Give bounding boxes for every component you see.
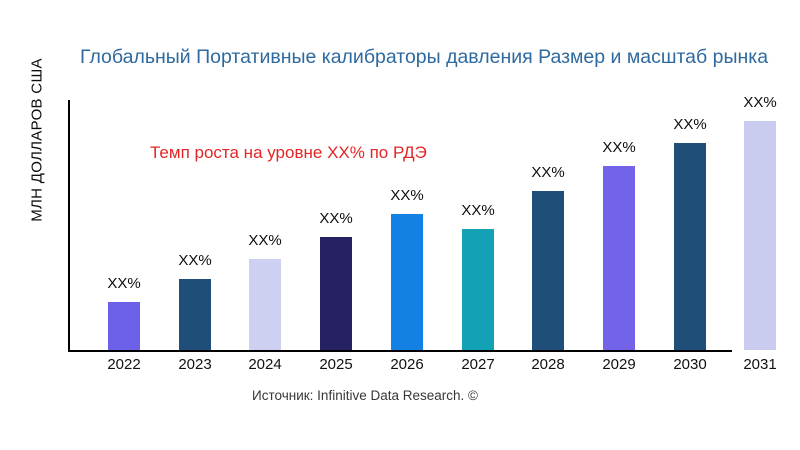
bar-2029 [603,166,635,350]
bar-2023 [179,279,211,350]
x-tick-2023: 2023 [178,356,212,373]
x-tick-2027: 2027 [461,356,495,373]
x-tick-2031: 2031 [743,356,777,373]
bar-value-label-2026: XX% [390,187,424,204]
bar-2027 [462,229,494,350]
bar-value-label-2031: XX% [743,94,777,111]
growth-rate-annotation: Темп роста на уровне XX% по РДЭ [150,143,427,162]
bar-value-label-2024: XX% [248,232,282,249]
x-axis-line [68,350,732,352]
bar-value-label-2022: XX% [107,275,141,292]
bar-value-label-2028: XX% [531,164,565,181]
bar-2024 [249,259,281,350]
x-tick-2024: 2024 [248,356,282,373]
chart-title: Глобальный Портативные калибраторы давле… [80,46,769,68]
y-axis-line [68,100,70,352]
bar-2028 [532,191,564,350]
y-axis-label: МЛН ДОЛЛАРОВ США [28,58,46,222]
bar-2025 [320,237,352,350]
bar-value-label-2029: XX% [602,139,636,156]
x-tick-2029: 2029 [602,356,636,373]
bar-value-label-2023: XX% [178,252,212,269]
bar-value-label-2030: XX% [673,116,707,133]
x-tick-2025: 2025 [319,356,353,373]
x-tick-2028: 2028 [531,356,565,373]
bar-2022 [108,302,140,350]
x-tick-2026: 2026 [390,356,424,373]
x-tick-2022: 2022 [107,356,141,373]
bar-2031 [744,121,776,350]
source-attribution: Источник: Infinitive Data Research. © [252,388,478,403]
bar-value-label-2027: XX% [461,202,495,219]
bar-2026 [391,214,423,350]
bar-value-label-2025: XX% [319,210,353,227]
x-tick-2030: 2030 [673,356,707,373]
bar-2030 [674,143,706,350]
